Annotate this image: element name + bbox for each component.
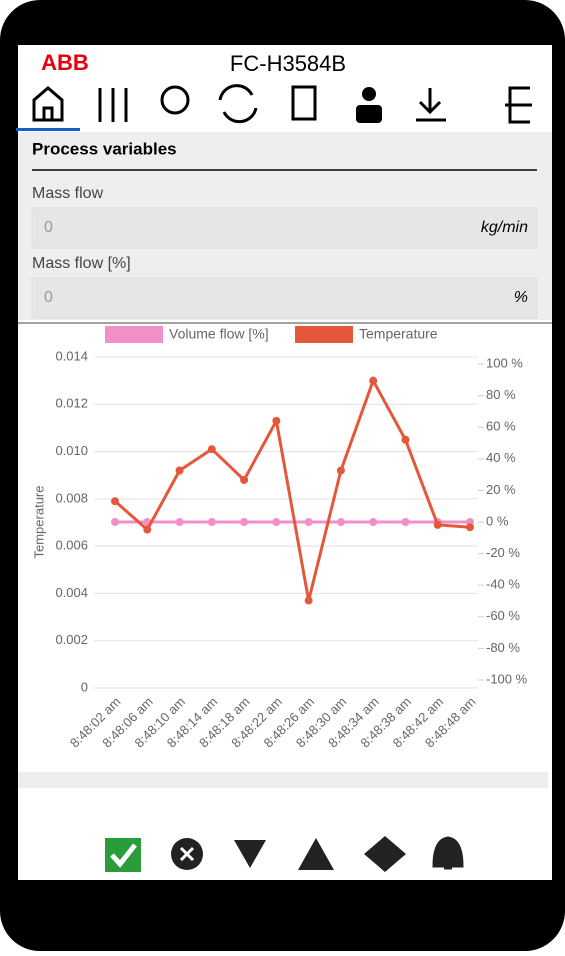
point	[401, 435, 410, 444]
section-title: Process variables	[32, 139, 177, 158]
point	[175, 466, 184, 475]
y2-tick-label: 100 %	[486, 355, 523, 370]
ok-icon[interactable]	[105, 838, 141, 872]
nav-icons[interactable]	[32, 84, 532, 124]
point	[336, 518, 345, 526]
spec-icon[interactable]	[364, 836, 406, 872]
y-tick-label: 0.002	[55, 632, 88, 647]
point	[240, 475, 249, 484]
diagnostics-icon[interactable]	[160, 85, 190, 115]
point	[111, 518, 119, 526]
y-axis-title: Temperature	[31, 486, 46, 559]
active-tab	[16, 128, 80, 131]
y-tick-label: 0.008	[55, 490, 88, 505]
user-icon-body	[356, 105, 382, 123]
spacer	[18, 772, 548, 788]
point	[111, 497, 119, 506]
y2-tick-label: 60 %	[486, 419, 516, 434]
point	[304, 596, 313, 605]
point	[304, 518, 313, 526]
field-box[interactable]	[31, 207, 538, 249]
y2-tick-label: 20 %	[486, 482, 516, 497]
ok-check	[110, 843, 137, 868]
device-name: FC-H3584B	[230, 51, 346, 76]
point	[240, 518, 249, 526]
point	[466, 523, 474, 532]
point	[175, 518, 184, 526]
y2-tick-label: 40 %	[486, 450, 516, 465]
y2-tick-label: 80 %	[486, 387, 516, 402]
settings-icon[interactable]	[98, 88, 128, 122]
point	[207, 445, 216, 454]
failure-x	[179, 846, 195, 862]
field-label: Mass flow [%]	[32, 255, 131, 272]
y2-tick-label: -100 %	[486, 671, 528, 686]
y2-tick-label: 0 %	[486, 513, 509, 528]
status-bar	[105, 836, 464, 872]
sync-icon[interactable]	[218, 84, 258, 124]
point	[433, 520, 442, 529]
point	[272, 518, 281, 526]
point	[207, 518, 216, 526]
field-unit: %	[514, 289, 528, 306]
y-tick-label: 0.010	[55, 443, 88, 458]
check-icon[interactable]	[298, 838, 334, 870]
y-tick-label: 0.006	[55, 538, 88, 553]
legend-swatch	[295, 326, 353, 343]
certificate-icon[interactable]	[291, 85, 317, 121]
maintenance-icon[interactable]	[234, 840, 266, 868]
alarm-icon[interactable]	[432, 836, 464, 870]
point	[401, 518, 410, 526]
y-tick-label: 0	[81, 679, 88, 694]
logout-icon[interactable]	[505, 86, 532, 124]
legend-swatch	[105, 326, 163, 343]
y2-tick-label: -40 %	[486, 577, 520, 592]
legend-label: Volume flow [%]	[169, 326, 269, 342]
field-label: Mass flow	[32, 185, 104, 202]
series-line	[114, 376, 471, 601]
point	[336, 466, 345, 475]
field-value: 0	[44, 289, 53, 306]
field-unit: kg/min	[481, 219, 528, 236]
legend-label: Temperature	[359, 326, 438, 342]
y-tick-label: 0.004	[55, 585, 88, 600]
point	[369, 376, 378, 385]
y2-tick-label: -80 %	[486, 640, 520, 655]
y2-tick-label: -20 %	[486, 545, 520, 560]
home-icon[interactable]	[32, 86, 64, 122]
y-tick-label: 0.012	[55, 396, 88, 411]
point	[143, 525, 152, 534]
logo: ABB	[41, 50, 89, 75]
download-icon[interactable]	[416, 88, 446, 122]
field-value: 0	[44, 219, 53, 236]
point	[272, 416, 281, 425]
user-icon[interactable]	[362, 87, 376, 101]
chart: 0 0.002 0.004 0.006 0.008 0.010 0.012 0.014 -100…	[31, 326, 527, 751]
field-box[interactable]	[31, 277, 538, 319]
point	[369, 518, 378, 526]
y2-tick-label: -60 %	[486, 608, 520, 623]
y-tick-label: 0.014	[55, 348, 88, 363]
